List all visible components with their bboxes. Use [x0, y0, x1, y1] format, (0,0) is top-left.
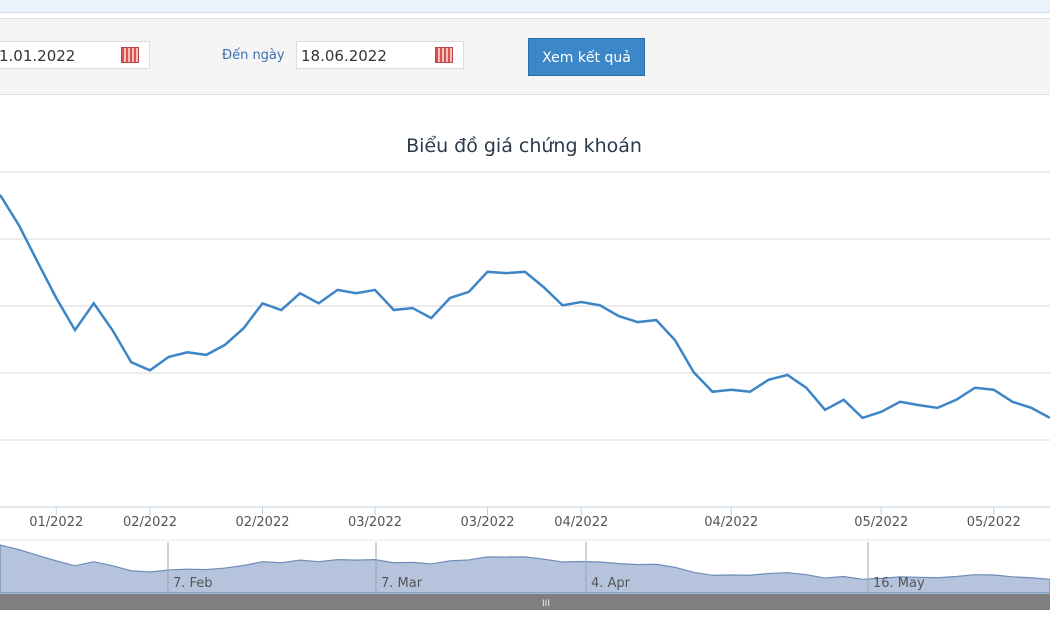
x-tick-label: 04/2022 — [554, 515, 608, 530]
x-tick-label: 03/2022 — [460, 515, 514, 530]
navigator-label: 16. May — [873, 576, 925, 591]
navigator-label: 7. Feb — [173, 576, 213, 591]
chart-title: Biểu đồ giá chứng khoán — [406, 135, 642, 157]
x-tick-label: 02/2022 — [123, 515, 177, 530]
to-date: 18.06.2022 — [301, 47, 387, 65]
x-tick-label: 05/2022 — [854, 515, 908, 530]
navigator-area — [0, 544, 1050, 594]
x-tick-label: 01/2022 — [29, 515, 83, 530]
x-tick-label: 02/2022 — [235, 515, 289, 530]
from-date: 1.01.2022 — [0, 47, 76, 65]
scrollbar — [0, 594, 1050, 610]
top-strip — [0, 0, 1050, 13]
to-label: Đến ngày — [222, 48, 285, 63]
navigator-label: 4. Apr — [591, 576, 631, 591]
to-date-input[interactable]: 18.06.2022 — [296, 41, 464, 69]
filter-bar: 1.01.2022 Đến ngày 18.06.2022 Xem kết qu… — [0, 18, 1050, 95]
calendar-icon[interactable] — [435, 47, 453, 63]
price-line — [0, 194, 1050, 420]
submit-button[interactable]: Xem kết quả — [528, 38, 645, 76]
calendar-icon[interactable] — [121, 47, 139, 63]
x-tick-label: 05/2022 — [967, 515, 1021, 530]
from-date-input[interactable]: 1.01.2022 — [0, 41, 150, 69]
x-tick-label: 03/2022 — [348, 515, 402, 530]
x-tick-label: 04/2022 — [704, 515, 758, 530]
scrollbar-grip: III — [542, 599, 550, 609]
navigator-label: 7. Mar — [381, 576, 423, 591]
